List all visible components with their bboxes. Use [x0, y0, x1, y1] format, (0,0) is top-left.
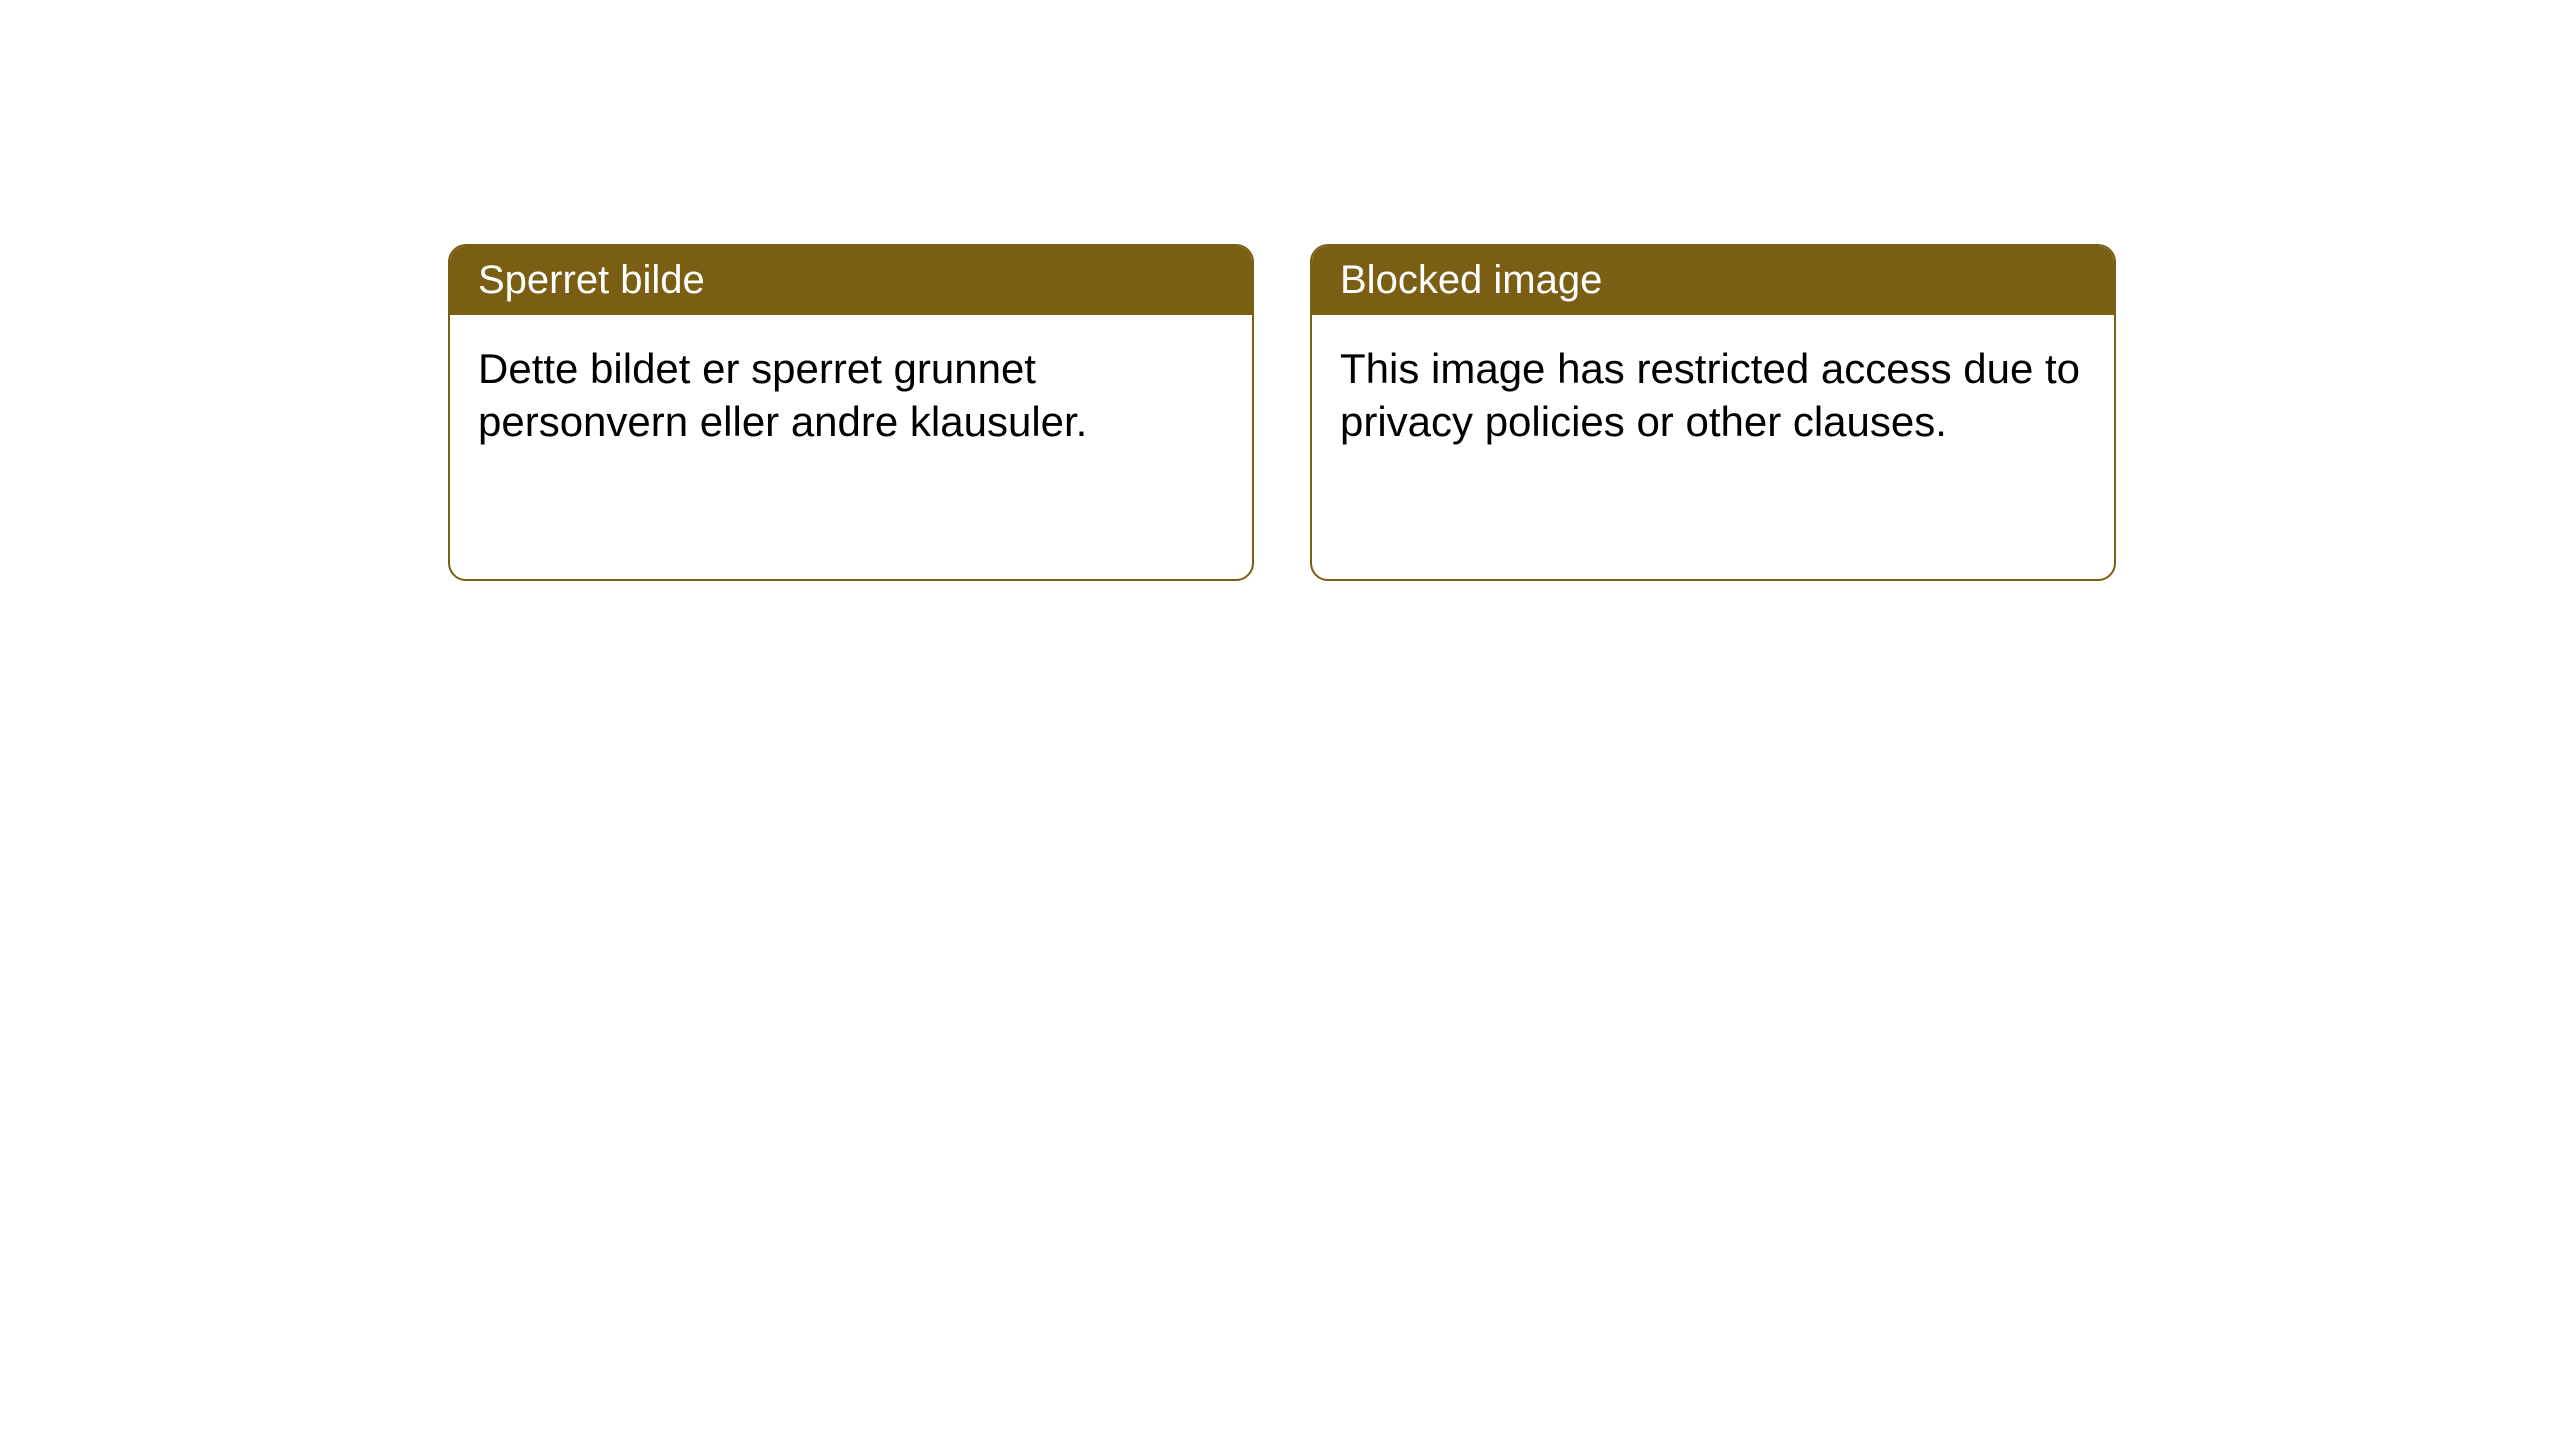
notice-body-en: This image has restricted access due to …: [1312, 315, 2114, 476]
notice-title-no: Sperret bilde: [450, 246, 1252, 315]
notice-title-en: Blocked image: [1312, 246, 2114, 315]
notice-card-en: Blocked image This image has restricted …: [1310, 244, 2116, 581]
notice-card-no: Sperret bilde Dette bildet er sperret gr…: [448, 244, 1254, 581]
notice-container: Sperret bilde Dette bildet er sperret gr…: [0, 0, 2560, 581]
notice-body-no: Dette bildet er sperret grunnet personve…: [450, 315, 1252, 476]
